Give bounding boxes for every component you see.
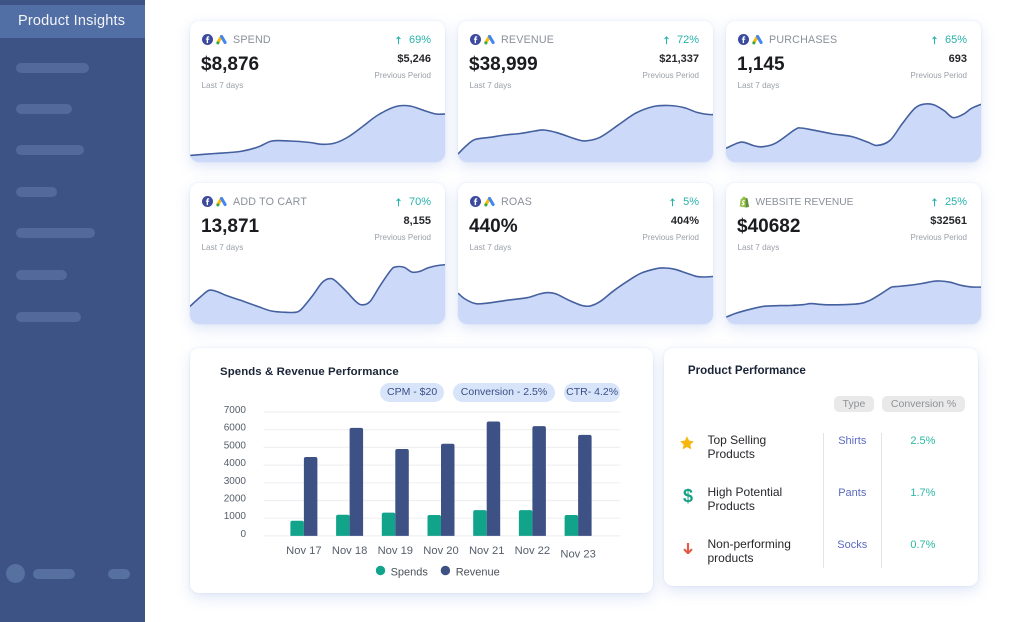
svg-text:4000: 4000 — [224, 458, 247, 469]
svg-text:Nov 23: Nov 23 — [560, 549, 595, 561]
svg-text:5000: 5000 — [224, 440, 247, 451]
svg-text:7000: 7000 — [224, 405, 247, 416]
svg-text:0: 0 — [240, 529, 246, 540]
svg-text:Spends: Spends — [391, 567, 429, 579]
svg-text:Nov 17: Nov 17 — [286, 545, 321, 557]
svg-text:Nov 20: Nov 20 — [423, 545, 458, 557]
svg-text:Nov 21: Nov 21 — [469, 545, 504, 557]
svg-text:Nov 22: Nov 22 — [515, 545, 550, 557]
svg-text:Nov 18: Nov 18 — [332, 545, 367, 557]
svg-text:6000: 6000 — [224, 423, 247, 434]
svg-text:1000: 1000 — [224, 511, 247, 522]
svg-text:3000: 3000 — [224, 476, 247, 487]
svg-text:2000: 2000 — [224, 494, 247, 505]
svg-text:Nov 19: Nov 19 — [378, 545, 413, 557]
svg-text:Revenue: Revenue — [456, 567, 500, 579]
